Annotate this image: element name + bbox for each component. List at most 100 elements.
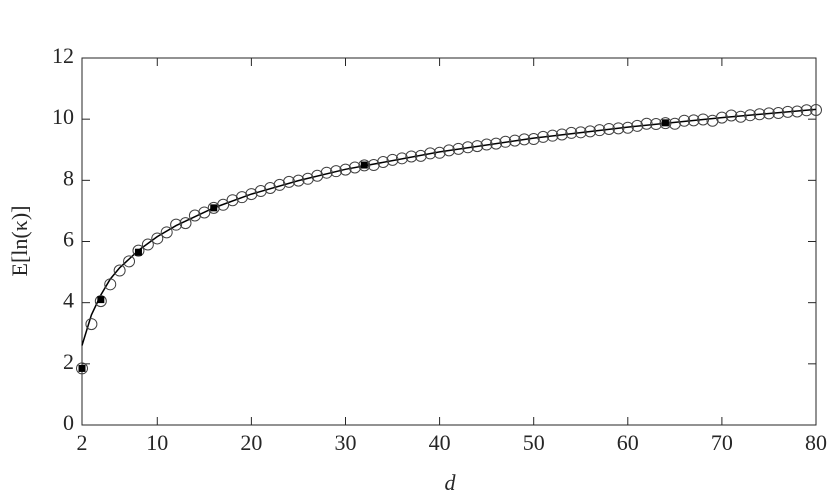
circle-marker <box>706 114 719 127</box>
circle-marker <box>659 117 672 130</box>
square-marker <box>360 161 368 169</box>
circle-marker <box>104 278 117 291</box>
square-marker <box>97 296 105 304</box>
x-tick-label: 10 <box>146 430 168 455</box>
circle-marker <box>527 133 540 146</box>
circle-marker <box>791 105 804 118</box>
x-tick-label: 70 <box>711 430 733 455</box>
x-axis-label: d <box>445 470 457 495</box>
circle-marker <box>565 126 578 139</box>
circle-marker <box>141 238 154 251</box>
circle-marker <box>715 111 728 124</box>
x-tick-label: 30 <box>334 430 356 455</box>
circle-marker <box>443 144 455 157</box>
y-tick-label: 4 <box>63 288 74 313</box>
circle-marker <box>687 114 700 127</box>
circle-marker <box>226 194 239 207</box>
circle-marker <box>198 206 211 219</box>
circle-marker <box>367 159 380 172</box>
circle-marker <box>94 295 107 308</box>
x-tick-label: 20 <box>240 430 262 455</box>
x-tick-label: 60 <box>617 430 639 455</box>
circle-marker <box>602 122 615 135</box>
circle-marker <box>433 146 446 159</box>
circle-marker <box>650 118 663 131</box>
circle-marker <box>574 126 587 139</box>
circle-marker <box>292 174 305 187</box>
y-tick-label: 2 <box>63 349 74 374</box>
circle-marker <box>151 232 164 245</box>
y-tick-label: 10 <box>52 104 74 129</box>
circle-marker <box>217 198 230 211</box>
circle-marker <box>631 119 644 132</box>
circle-marker <box>339 163 352 176</box>
circle-marker <box>311 169 324 182</box>
circle-marker <box>414 149 427 162</box>
circle-marker <box>810 103 822 116</box>
circle-marker <box>132 244 145 257</box>
circle-marker <box>744 109 757 122</box>
circle-marker <box>235 191 248 204</box>
circle-marker <box>678 114 691 127</box>
y-tick-label: 8 <box>63 165 74 190</box>
circle-marker <box>762 107 775 120</box>
circle-marker <box>546 129 559 142</box>
x-tick-label: 2 <box>77 430 88 455</box>
circle-marker <box>424 147 437 160</box>
x-tick-label: 50 <box>523 430 545 455</box>
x-tick-label: 40 <box>429 430 451 455</box>
circle-marker <box>113 264 126 277</box>
square-marker <box>661 119 669 127</box>
circle-marker <box>405 150 418 163</box>
circle-marker <box>471 140 484 153</box>
circle-marker <box>320 166 333 179</box>
y-tick-label: 0 <box>63 410 74 435</box>
circle-marker <box>452 142 465 155</box>
x-tick-label: 80 <box>805 430 827 455</box>
circle-marker <box>518 133 531 146</box>
circle-marker <box>160 226 173 239</box>
circle-marker <box>499 135 512 148</box>
circle-marker <box>734 110 747 123</box>
square-marker <box>78 364 86 372</box>
circle-marker <box>697 113 710 126</box>
circle-marker <box>537 130 550 143</box>
circle-marker <box>668 117 681 130</box>
circle-marker <box>395 152 408 165</box>
circle-marker <box>283 175 296 188</box>
circle-marker <box>461 141 474 154</box>
circle-marker <box>593 124 606 137</box>
circle-marker <box>377 155 390 168</box>
circle-marker <box>76 362 88 375</box>
square-marker <box>134 248 142 256</box>
circle-marker <box>800 104 813 117</box>
circle-marker <box>490 137 503 150</box>
circle-marker <box>358 159 371 172</box>
circle-marker <box>753 108 766 121</box>
circle-marker <box>584 125 597 138</box>
circle-marker <box>301 172 314 185</box>
circle-marker <box>508 134 521 147</box>
circle-marker <box>640 117 653 130</box>
circle-marker <box>245 188 258 201</box>
circle-marker <box>188 209 201 222</box>
circle-marker <box>612 122 625 135</box>
circle-marker <box>348 161 361 174</box>
circle-marker <box>123 255 136 268</box>
circle-marker <box>207 201 220 214</box>
circle-marker <box>480 138 493 151</box>
circle-marker <box>772 107 785 120</box>
y-axis-label: E[ln(κ)] <box>7 206 32 277</box>
y-tick-label: 6 <box>63 227 74 252</box>
circle-marker <box>386 153 399 166</box>
circle-marker <box>85 318 98 331</box>
circle-marker <box>264 181 277 194</box>
circle-marker <box>725 109 738 122</box>
y-tick-label: 12 <box>52 43 74 68</box>
circle-marker <box>273 178 286 191</box>
circle-marker <box>781 105 794 118</box>
circle-marker <box>621 121 634 134</box>
circle-marker <box>254 185 267 198</box>
